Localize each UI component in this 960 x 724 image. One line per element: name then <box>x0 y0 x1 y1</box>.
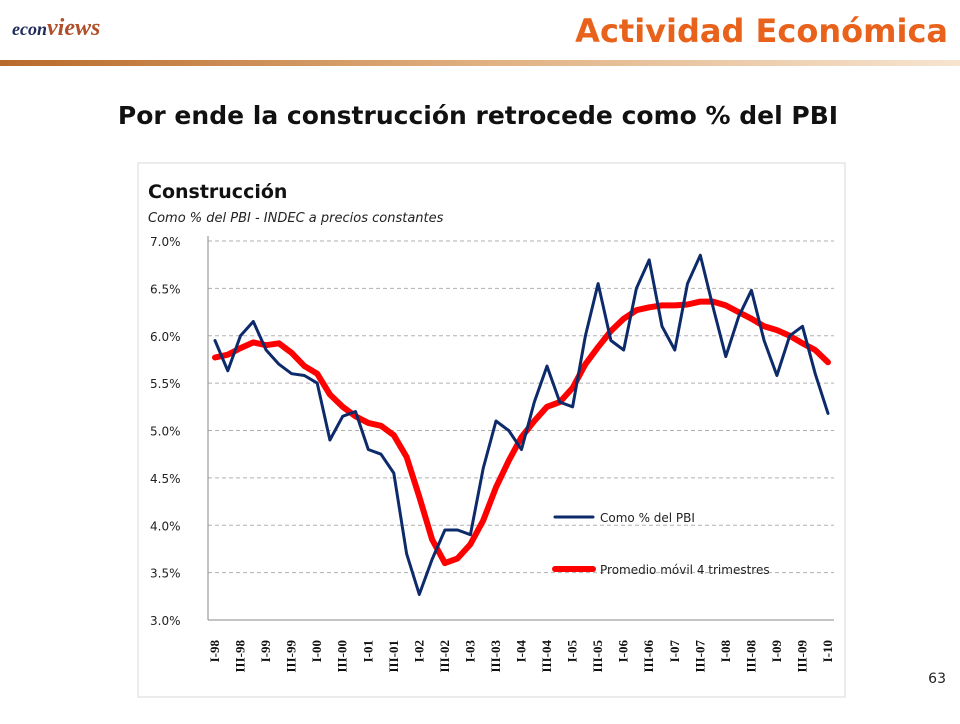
x-tick-label: III-03 <box>488 640 503 673</box>
x-tick-label: I-00 <box>309 640 324 662</box>
x-tick-label: I-03 <box>462 640 477 663</box>
y-tick-label: 5.5% <box>150 377 181 391</box>
page-number: 63 <box>928 671 946 687</box>
x-tick-label: I-09 <box>769 640 784 663</box>
x-tick-label: I-08 <box>718 640 733 663</box>
x-tick-label: I-98 <box>207 640 222 663</box>
x-tick-label: III-00 <box>335 640 350 673</box>
brand: econviews <box>12 15 100 41</box>
x-tick-label: III-04 <box>539 640 554 673</box>
y-tick-label: 6.5% <box>150 282 181 296</box>
y-tick-label: 7.0% <box>150 235 181 249</box>
x-tick-label: I-01 <box>360 640 375 662</box>
y-tick-label: 4.0% <box>150 519 181 533</box>
y-tick-label: 6.0% <box>150 330 181 344</box>
plot: 3.0% 3.5% 4.0% 4.5% 5.0% 5.5% 6.0% 6.5% 7.0% I-98… <box>150 235 835 673</box>
header: Actividad Económica <box>575 12 948 50</box>
chart-title: Construcción <box>148 181 287 203</box>
x-tick-label: III-01 <box>386 640 401 673</box>
x-tick-label: I-07 <box>667 640 682 663</box>
x-tick-label: III-08 <box>743 640 758 673</box>
brand-left: econ <box>12 19 47 39</box>
y-tick-label: 4.5% <box>150 472 181 486</box>
x-tick-label: III-07 <box>692 640 707 673</box>
slide-title: Por ende la construcción retrocede como … <box>118 101 838 130</box>
y-tick-label: 3.0% <box>150 614 181 628</box>
legend-label: Promedio móvil 4 trimestres <box>600 563 770 577</box>
x-tick-label: III-05 <box>590 640 605 673</box>
chart-subtitle: Como % del PBI - INDEC a precios constan… <box>148 211 444 226</box>
x-tick-label: I-06 <box>616 640 631 663</box>
series-line <box>213 253 830 596</box>
header-bar <box>0 60 960 66</box>
y-tick-label: 3.5% <box>150 567 181 581</box>
x-tick-label: I-02 <box>411 640 426 662</box>
x-tick-label: III-09 <box>794 640 809 673</box>
x-tick-label: III-98 <box>233 640 248 673</box>
brand-right: views <box>47 15 100 41</box>
x-tick-label: I-05 <box>565 640 580 663</box>
x-tick-label: I-99 <box>258 640 273 663</box>
series-line <box>212 298 831 567</box>
x-tick-label: I-10 <box>820 640 835 662</box>
x-tick-label: I-04 <box>514 640 529 663</box>
x-tick-label: III-02 <box>437 640 452 673</box>
x-tick-label: III-06 <box>641 640 656 673</box>
y-tick-label: 5.0% <box>150 425 181 439</box>
x-tick-label: III-99 <box>284 640 299 673</box>
legend-label: Como % del PBI <box>600 511 695 525</box>
